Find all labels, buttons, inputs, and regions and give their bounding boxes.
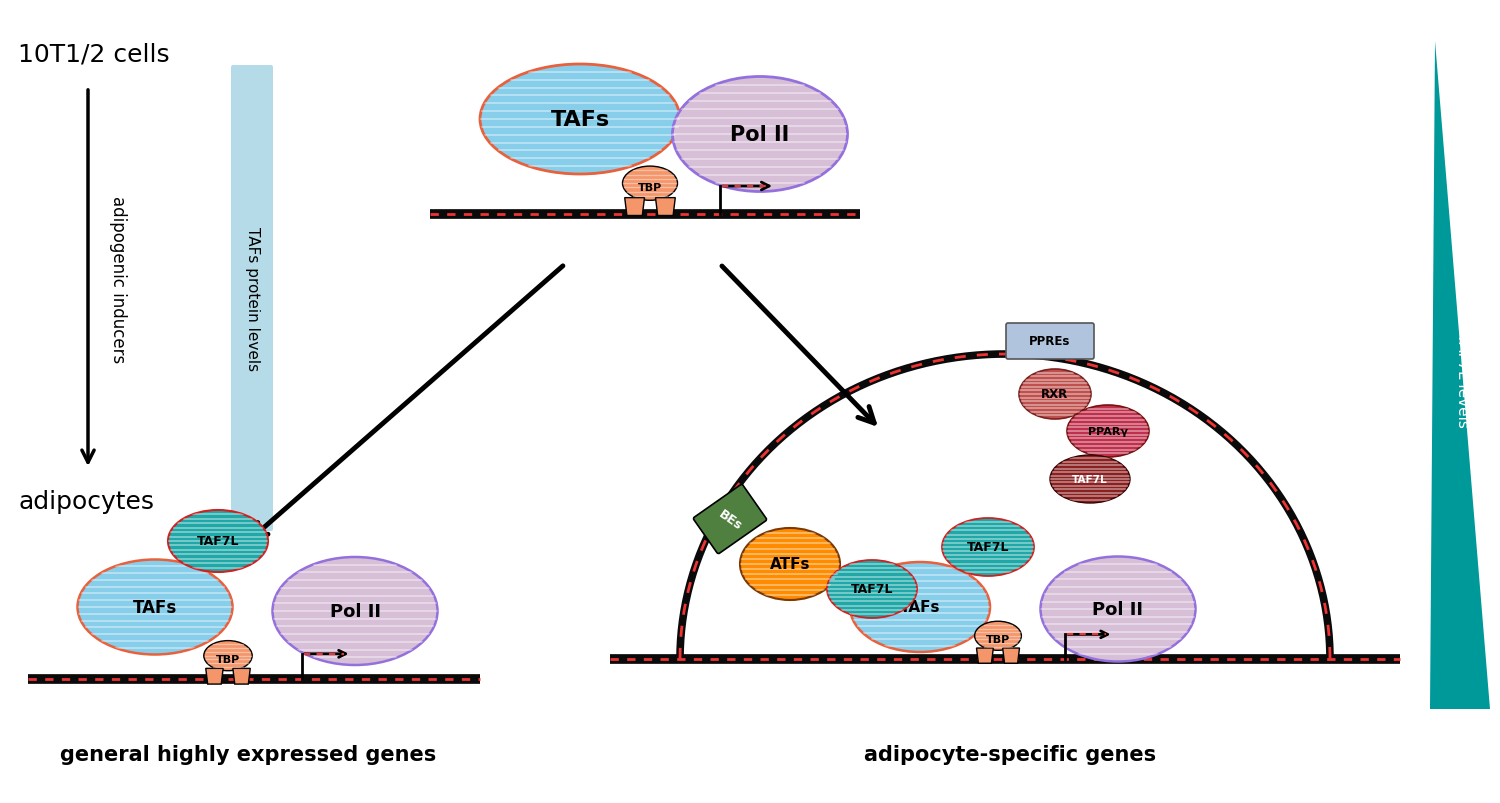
Ellipse shape — [975, 622, 1022, 650]
Polygon shape — [1002, 648, 1020, 663]
Text: Pol II: Pol II — [1092, 601, 1143, 618]
Text: ATFs: ATFs — [770, 556, 810, 572]
Ellipse shape — [622, 167, 678, 201]
Ellipse shape — [1041, 556, 1196, 662]
Ellipse shape — [672, 77, 847, 192]
Polygon shape — [656, 198, 675, 216]
Polygon shape — [232, 669, 250, 684]
Text: TAF7L: TAF7L — [1072, 475, 1108, 484]
Text: PPARγ: PPARγ — [1088, 426, 1128, 437]
Text: TAF7L levels: TAF7L levels — [1455, 332, 1470, 427]
Text: general highly expressed genes: general highly expressed genes — [60, 744, 436, 764]
Ellipse shape — [78, 560, 232, 654]
Text: adipocyte-specific genes: adipocyte-specific genes — [864, 744, 1156, 764]
Ellipse shape — [827, 560, 916, 618]
Text: TAFs protein levels: TAFs protein levels — [244, 226, 260, 371]
Polygon shape — [1430, 42, 1490, 709]
Ellipse shape — [1050, 455, 1130, 503]
Ellipse shape — [942, 519, 1034, 577]
FancyBboxPatch shape — [231, 66, 273, 532]
Text: TAFs: TAFs — [550, 110, 609, 130]
Ellipse shape — [168, 511, 268, 573]
Text: adipocytes: adipocytes — [18, 489, 154, 513]
Text: TBP: TBP — [216, 654, 240, 664]
Polygon shape — [206, 669, 224, 684]
Text: TBP: TBP — [986, 634, 1010, 644]
Text: TAF7L: TAF7L — [966, 541, 1010, 554]
Polygon shape — [624, 198, 645, 216]
Text: TAF7L: TAF7L — [196, 535, 240, 548]
Text: BEs: BEs — [716, 507, 744, 532]
Text: TAFs: TAFs — [900, 600, 940, 615]
Polygon shape — [976, 648, 993, 663]
Ellipse shape — [1019, 369, 1090, 419]
Text: TBP: TBP — [638, 183, 662, 193]
Ellipse shape — [1066, 406, 1149, 458]
Text: RXR: RXR — [1041, 388, 1068, 401]
Ellipse shape — [480, 65, 680, 175]
Text: TAF7L: TAF7L — [850, 583, 892, 596]
Text: PPREs: PPREs — [1029, 335, 1071, 348]
Text: 10T1/2 cells: 10T1/2 cells — [18, 42, 170, 66]
FancyBboxPatch shape — [1007, 324, 1094, 360]
FancyBboxPatch shape — [693, 485, 766, 554]
Text: Pol II: Pol II — [730, 124, 789, 145]
Text: TAFs: TAFs — [134, 598, 177, 616]
Ellipse shape — [273, 557, 438, 665]
Ellipse shape — [204, 641, 252, 671]
Text: Pol II: Pol II — [330, 602, 381, 620]
Ellipse shape — [740, 528, 840, 601]
Ellipse shape — [850, 562, 990, 652]
Text: adipogenic inducers: adipogenic inducers — [110, 196, 128, 363]
